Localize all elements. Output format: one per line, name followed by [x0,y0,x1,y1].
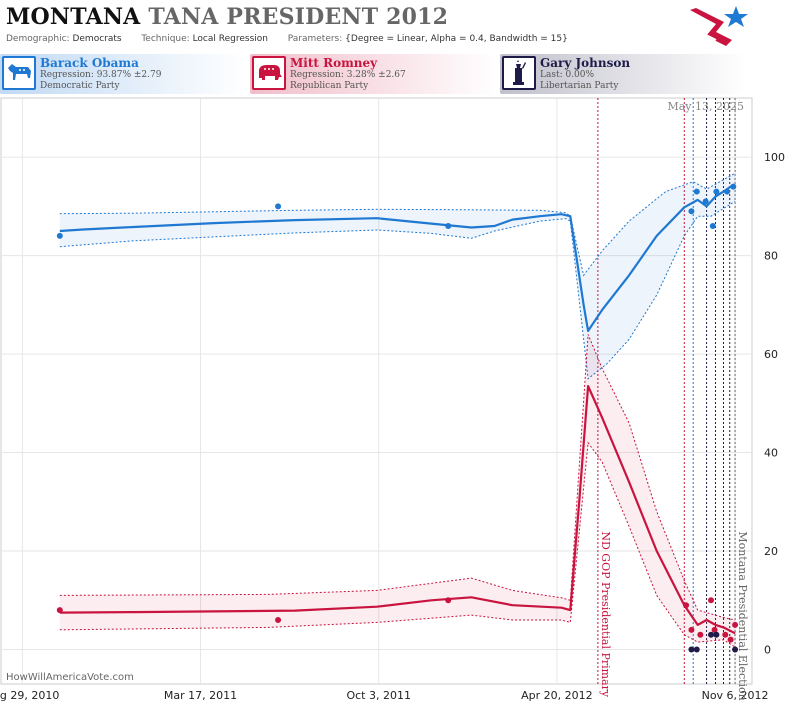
y-tick-label: 20 [764,545,778,558]
poll-point [445,223,452,230]
poll-point [713,631,720,638]
poll-point [713,188,720,195]
candidate-party: Democratic Party [40,81,120,91]
poll-point [688,646,695,653]
demographic-value: Democrats [72,34,122,44]
plot-frame [0,97,753,685]
poll-point [445,597,452,604]
star-flag-logo-icon [690,6,748,46]
poll-point [730,183,737,190]
candidate-name: Mitt Romney [290,56,378,70]
poll-point [688,626,695,633]
candidate-name: Gary Johnson [540,56,631,70]
poll-point [732,646,739,653]
band-lower-line [59,441,736,648]
poll-point [56,607,63,614]
candidate-stat: Regression: 3.28% ±2.67 [290,70,406,80]
legend-item-romney: Mitt Romney Regression: 3.28% ±2.67 Repu… [250,54,496,94]
parameters-label: Parameters: [287,34,343,44]
title-state: MONTANA [6,4,141,30]
technique-value: Local Regression [192,34,268,44]
x-tick-label: Aug 29, 2010 [0,689,59,702]
chart-parameters: Demographic: Democrats Technique: Local … [6,34,568,44]
regression-chart: 0 20 40 60 80 100 Aug 29, 2010 Mar 17, 2011 Oct … [0,97,785,702]
poll-point [708,631,715,638]
x-tick-label: Mar 17, 2011 [164,689,237,702]
candidate-stat: Regression: 93.87% ±2.79 [40,70,162,80]
poll-point [693,646,700,653]
poll-point [732,621,739,628]
poll-point [709,223,716,230]
parameters-value: {Degree = Linear, Alpha = 0.4, Bandwidth… [345,34,568,44]
donkey-icon [2,56,36,90]
candidate-party: Libertarian Party [540,81,619,91]
y-tick-label: 60 [764,348,778,361]
header: MONTANA TANA PRESIDENT 2012 Demographic:… [0,0,789,50]
elephant-icon [252,56,286,90]
legend-item-obama: Barack Obama Regression: 93.87% ±2.79 De… [0,54,246,94]
y-tick-label: 40 [764,447,778,460]
poll-point [702,198,709,205]
candidate-legend: Barack Obama Regression: 93.87% ±2.79 De… [0,54,789,94]
technique-label: Technique: [141,34,190,44]
y-tick-label: 0 [764,644,771,657]
candidate-name: Barack Obama [40,56,139,70]
date-label: May 13, 2025 [667,100,744,113]
statue-of-liberty-icon [502,56,536,90]
poll-point [708,597,715,604]
band-upper-line [59,334,736,621]
annotation-label: ND GOP Presidential Primary [599,531,612,698]
poll-point [697,631,704,638]
poll-point [724,188,731,195]
confidence-band [59,173,736,379]
annotation-label: Montana Presidential Election [736,531,749,700]
x-tick-label: Oct 3, 2011 [346,689,411,702]
band-upper-line [59,172,736,277]
candidate-stat: Last: 0.00% [540,70,595,80]
poll-point [727,636,734,643]
poll-point [275,616,282,623]
x-tick-label: Apr 20, 2012 [521,689,593,702]
y-tick-label: 80 [764,250,778,263]
confidence-band [59,334,736,648]
x-tick-label: Nov 6, 2012 [702,689,769,702]
title-rest: TANA PRESIDENT 2012 [148,4,449,30]
poll-point [722,631,729,638]
poll-point [693,188,700,195]
trend-line [59,385,736,635]
y-tick-label: 100 [764,151,785,164]
poll-point [683,602,690,609]
poll-point [711,626,718,633]
page-title: MONTANA TANA PRESIDENT 2012 [6,4,448,30]
poll-point [56,232,63,239]
demographic-label: Demographic: [6,34,70,44]
site-credit: HowWillAmericaVote.com [6,672,134,683]
legend-item-johnson: Gary Johnson Last: 0.00% Libertarian Par… [500,54,746,94]
trend-line [59,185,736,332]
poll-point [688,208,695,215]
candidate-party: Republican Party [290,81,369,91]
chart-area: 0 20 40 60 80 100 Aug 29, 2010 Mar 17, 2011 Oct … [0,96,789,704]
poll-point [275,203,282,210]
